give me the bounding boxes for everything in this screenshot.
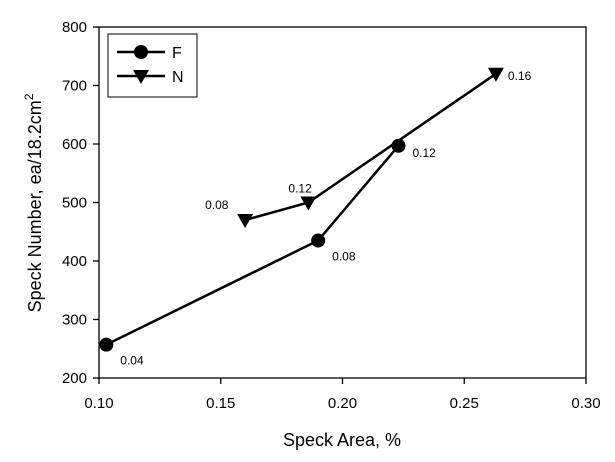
y-axis-title-superscript: 2	[22, 93, 36, 100]
y-axis-title: Speck Number, ea/18.2cm2	[22, 93, 45, 312]
legend-marker-f	[134, 45, 148, 59]
y-tick-label: 400	[62, 253, 87, 270]
legend-label-f: F	[172, 45, 182, 62]
x-tick-label: 0.20	[328, 395, 357, 412]
data-label-n: 0.16	[508, 69, 532, 83]
legend-marker-n	[133, 70, 149, 84]
y-tick-label: 200	[62, 370, 87, 387]
data-label-f: 0.12	[413, 146, 437, 160]
x-tick-label: 0.25	[450, 395, 479, 412]
y-axis-title-main: Speck Number, ea/18.2cm	[25, 100, 45, 312]
y-tick-label: 300	[62, 312, 87, 329]
series-f-point	[311, 233, 326, 248]
y-tick-label: 600	[62, 136, 87, 153]
legend: F N	[107, 33, 198, 98]
x-tick-label: 0.30	[571, 395, 600, 412]
data-label-n: 0.08	[205, 198, 229, 212]
data-label-f: 0.08	[332, 250, 356, 264]
series-f-point	[99, 337, 114, 352]
x-tick-label: 0.15	[206, 395, 235, 412]
series-group	[99, 67, 504, 352]
series-n-point	[300, 196, 317, 211]
y-tick-label: 700	[62, 78, 87, 95]
data-label-n: 0.12	[288, 182, 312, 196]
x-axis-title: Speck Area, %	[283, 430, 401, 450]
series-line-n	[244, 72, 497, 222]
y-tick-label: 500	[62, 195, 87, 212]
legend-box	[107, 33, 198, 98]
plot-area-frame	[98, 26, 587, 379]
legend-label-n: N	[172, 69, 184, 86]
series-n-point	[237, 214, 254, 229]
x-tick-label: 0.10	[84, 395, 113, 412]
series-line-f	[105, 144, 400, 346]
series-n-point	[487, 67, 504, 82]
data-label-f: 0.04	[120, 354, 144, 368]
data-labels-group: 0.04 0.08 0.12 0.08 0.12 0.16	[120, 69, 531, 368]
ticks-group: 0.10 0.15 0.20 0.25 0.30 200 300 400 500 600 700 80…	[62, 19, 601, 412]
y-tick-label: 800	[62, 19, 87, 36]
